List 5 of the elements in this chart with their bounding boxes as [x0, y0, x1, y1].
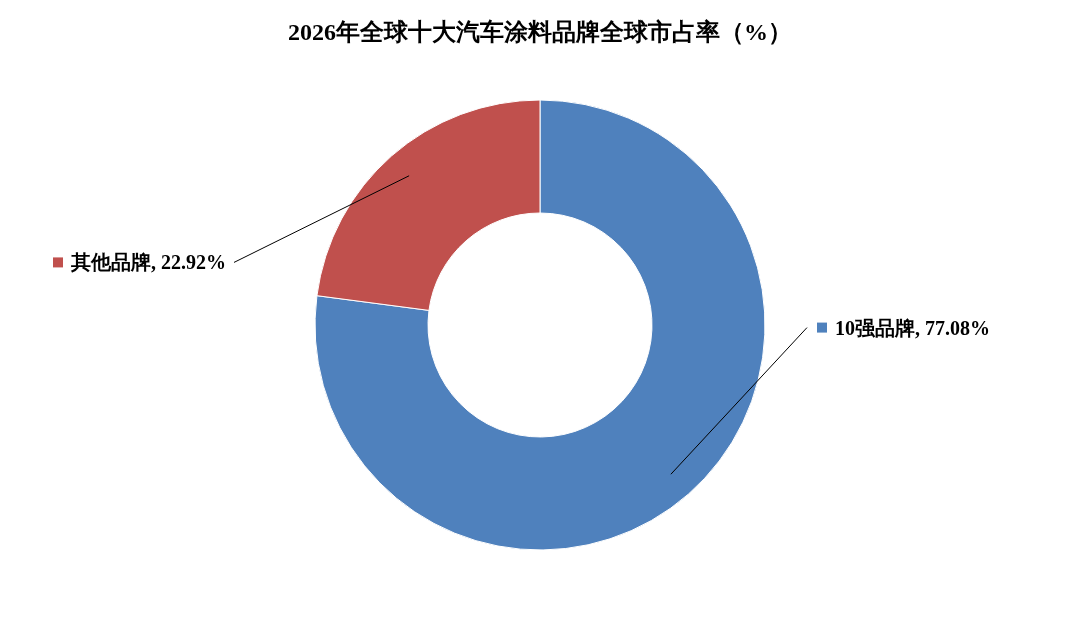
data-label: , 22.92%	[151, 251, 226, 274]
legend-label: 其他品牌	[70, 251, 151, 274]
data-label: , 77.08%	[915, 316, 990, 339]
chart-title: 2026年全球十大汽车涂料品牌全球市占率（%）	[288, 19, 792, 45]
legend-label: 10强品牌	[835, 316, 915, 339]
